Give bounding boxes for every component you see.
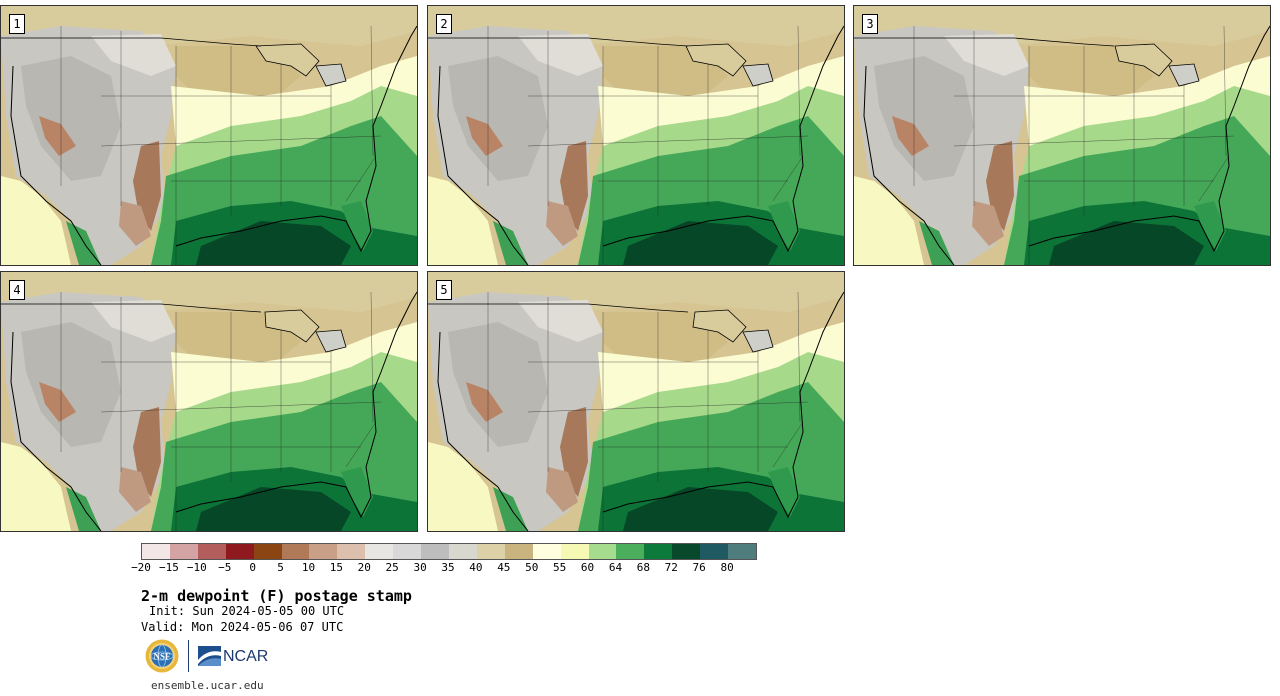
colorbar-swatch: [476, 544, 505, 559]
colorbar-swatch: [616, 544, 645, 559]
map-panel-1[interactable]: 1: [0, 5, 418, 266]
colorbar-tick-label: −10: [186, 561, 207, 574]
page-title: 2-m dewpoint (F) postage stamp: [141, 587, 412, 605]
colorbar-swatch: [421, 544, 449, 559]
colorbar-swatch: [532, 544, 561, 559]
dewpoint-map: [1, 6, 417, 265]
colorbar-swatch: [700, 544, 729, 559]
colorbar-tick-label: 50: [525, 561, 539, 574]
panel-number: 2: [436, 14, 452, 34]
colorbar-tick-label: 80: [720, 561, 734, 574]
colorbar-tick-label: 25: [385, 561, 399, 574]
colorbar-swatch: [560, 544, 589, 559]
colorbar-tick-label: 10: [301, 561, 316, 574]
colorbar-tick-label: 35: [441, 561, 455, 574]
map-panel-4[interactable]: 4: [0, 271, 418, 532]
colorbar-swatch: [169, 544, 198, 559]
logo-divider: [188, 640, 189, 672]
colorbar-ticks: −20 −15 −10 −5 0 5 10 15 20 25 30 35 40 45 50 55 60 64 68 7…: [131, 561, 755, 577]
colorbar-swatch: [588, 544, 617, 559]
panel-number: 5: [436, 280, 452, 300]
colorbar-swatch: [309, 544, 338, 559]
colorbar-swatch: [225, 544, 254, 559]
panel-number: 3: [862, 14, 878, 34]
map-panel-3[interactable]: 3: [853, 5, 1271, 266]
nsf-label: NSF: [153, 652, 171, 662]
colorbar-swatch: [253, 544, 282, 559]
colorbar-tick-label: 60: [580, 561, 595, 574]
colorbar-tick-label: −20: [131, 561, 151, 574]
colorbar-tick-label: 40: [469, 561, 483, 574]
colorbar-tick-label: −5: [218, 561, 232, 574]
colorbar-swatch: [393, 544, 422, 559]
colorbar: [141, 543, 757, 560]
colorbar-tick-label: 30: [413, 561, 427, 574]
colorbar-swatch: [142, 544, 170, 559]
site-url[interactable]: ensemble.ucar.edu: [151, 679, 264, 692]
colorbar-swatch: [644, 544, 673, 559]
colorbar-tick-label: −15: [158, 561, 179, 574]
dewpoint-map: [428, 6, 844, 265]
colorbar-tick-label: 45: [497, 561, 511, 574]
panel-number: 4: [9, 280, 25, 300]
colorbar-swatch: [281, 544, 310, 559]
map-panel-2[interactable]: 2: [427, 5, 845, 266]
ncar-logo-icon[interactable]: [197, 644, 275, 668]
valid-time: Valid: Mon 2024-05-06 07 UTC: [141, 620, 344, 634]
colorbar-swatch: [197, 544, 226, 559]
colorbar-swatch: [728, 544, 756, 559]
dewpoint-map: [428, 272, 844, 531]
colorbar-swatch: [672, 544, 701, 559]
colorbar-swatch: [448, 544, 477, 559]
nsf-logo-icon[interactable]: NSF: [145, 639, 179, 673]
colorbar-swatch: [365, 544, 394, 559]
colorbar-tick-label: 76: [692, 561, 706, 574]
panel-number: 1: [9, 14, 25, 34]
ncar-wordmark: NCAR: [223, 648, 269, 665]
dewpoint-map: [854, 6, 1270, 265]
colorbar-swatch: [337, 544, 366, 559]
colorbar-tick-label: 72: [664, 561, 678, 574]
map-panel-5[interactable]: 5: [427, 271, 845, 532]
colorbar-tick-label: 64: [608, 561, 623, 574]
init-time: Init: Sun 2024-05-05 00 UTC: [149, 604, 345, 618]
dewpoint-map: [1, 272, 417, 531]
colorbar-tick-label: 20: [357, 561, 371, 574]
colorbar-tick-label: 0: [249, 561, 256, 574]
colorbar-tick-label: 15: [329, 561, 343, 574]
colorbar-tick-label: 55: [553, 561, 567, 574]
colorbar-tick-label: 68: [636, 561, 650, 574]
colorbar-tick-label: 5: [277, 561, 284, 574]
colorbar-swatch: [504, 544, 533, 559]
